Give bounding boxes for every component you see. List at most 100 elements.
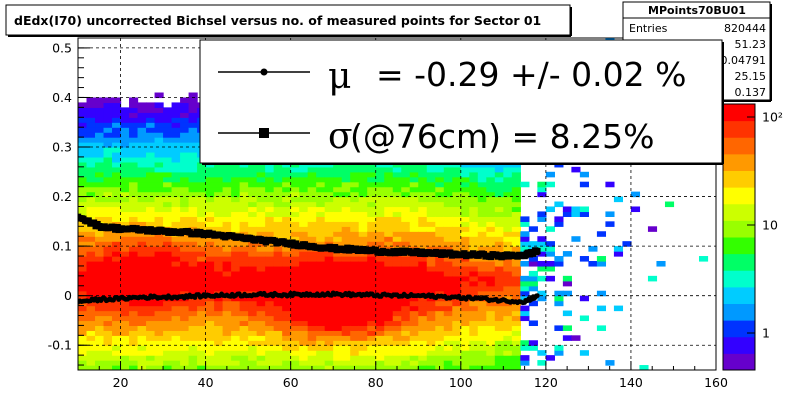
heatmap-cell (188, 191, 198, 198)
heatmap-cell (86, 97, 96, 104)
heatmap-cell (528, 280, 538, 287)
heatmap-cell (78, 315, 88, 322)
heatmap-cell (112, 171, 122, 178)
heatmap-cell (86, 345, 96, 351)
heatmap-cell (214, 216, 224, 222)
heatmap-cell (452, 216, 462, 222)
heatmap-cell (426, 360, 436, 366)
heatmap-cell (469, 171, 479, 178)
heatmap-cell (239, 275, 249, 282)
heatmap-cell (95, 186, 105, 193)
heatmap-cell (120, 151, 130, 158)
heatmap-cell (520, 231, 530, 237)
heatmap-cell (205, 275, 215, 282)
heatmap-cell (384, 300, 394, 307)
heatmap-cell (86, 196, 96, 203)
heatmap-cell (503, 196, 513, 203)
heatmap-cell (401, 265, 411, 272)
heatmap-cell (350, 206, 360, 213)
heatmap-cell (273, 186, 283, 193)
heatmap-cell (78, 151, 88, 158)
heatmap-cell (95, 156, 105, 163)
heatmap-cell (137, 290, 147, 297)
heatmap-cell (290, 251, 300, 257)
heatmap-cell (511, 265, 521, 272)
heatmap-cell (469, 285, 479, 292)
heatmap-cell (86, 231, 96, 237)
heatmap-cell (435, 270, 445, 277)
heatmap-cell (392, 315, 402, 322)
heatmap-cell (171, 151, 181, 158)
heatmap-cell (554, 256, 564, 262)
heatmap-cell (273, 251, 283, 257)
heatmap-cell (477, 285, 487, 292)
heatmap-cell (197, 236, 207, 242)
heatmap-cell (418, 365, 428, 370)
heatmap-cell (367, 365, 377, 370)
heatmap-cell (486, 315, 496, 322)
heatmap-cell (392, 340, 402, 346)
heatmap-cell (112, 151, 122, 158)
heatmap-cell (78, 171, 88, 178)
heatmap-cell (120, 191, 130, 198)
heatmap-cell (163, 320, 173, 327)
heatmap-cell (146, 117, 156, 123)
heatmap-cell (426, 171, 436, 178)
heatmap-cell (520, 360, 530, 366)
heatmap-cell (95, 241, 105, 247)
heatmap-cell (103, 241, 113, 247)
heatmap-cell (511, 186, 521, 193)
heatmap-cell (188, 251, 198, 257)
heatmap-cell (367, 241, 377, 247)
heatmap-cell (511, 280, 521, 287)
heatmap-cell (409, 256, 419, 262)
heatmap-cell (171, 355, 181, 361)
heatmap-cell (409, 196, 419, 203)
heatmap-cell (112, 231, 122, 237)
heatmap-cell (205, 186, 215, 193)
heatmap-cell (341, 280, 351, 287)
heatmap-cell (248, 340, 258, 346)
heatmap-cell (367, 191, 377, 198)
heatmap-cell (222, 345, 232, 351)
heatmap-cell (171, 166, 181, 173)
heatmap-cell (248, 241, 258, 247)
heatmap-cell (350, 226, 360, 232)
heatmap-cell (367, 176, 377, 183)
heatmap-cell (248, 231, 258, 237)
heatmap-cell (112, 191, 122, 198)
heatmap-cell (375, 280, 385, 287)
heatmap-cell (248, 176, 258, 183)
heatmap-cell (120, 340, 130, 346)
heatmap-cell (435, 325, 445, 331)
heatmap-cell (409, 236, 419, 242)
heatmap-cell (239, 325, 249, 331)
heatmap-cell (341, 325, 351, 331)
heatmap-cell (350, 275, 360, 282)
heatmap-cell (180, 166, 190, 173)
heatmap-cell (290, 221, 300, 227)
heatmap-cell (401, 335, 411, 341)
heatmap-cell (205, 166, 215, 173)
heatmap-cell (477, 211, 487, 217)
heatmap-cell (290, 216, 300, 222)
heatmap-cell (639, 365, 649, 370)
heatmap-cell (367, 206, 377, 213)
heatmap-cell (239, 270, 249, 277)
heatmap-cell (358, 285, 368, 292)
heatmap-cell (375, 290, 385, 297)
heatmap-cell (307, 231, 317, 237)
heatmap-cell (112, 360, 122, 366)
heatmap-cell (188, 365, 198, 370)
heatmap-cell (231, 196, 241, 203)
heatmap-cell (384, 365, 394, 370)
heatmap-cell (469, 226, 479, 232)
heatmap-cell (358, 231, 368, 237)
heatmap-cell (511, 330, 521, 336)
heatmap-cell (401, 171, 411, 178)
heatmap-cell (486, 335, 496, 341)
heatmap-cell (256, 251, 266, 257)
heatmap-cell (562, 335, 572, 341)
heatmap-cell (163, 335, 173, 341)
heatmap-cell (452, 315, 462, 322)
